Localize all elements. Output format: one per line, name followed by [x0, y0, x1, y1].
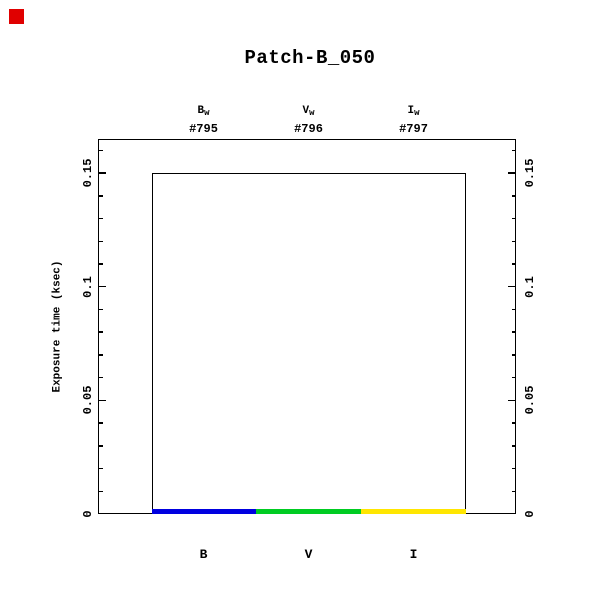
y-tick-label-left: 0.15: [81, 158, 95, 188]
y-tick-minor: [511, 217, 516, 220]
y-tick-minor: [511, 490, 516, 493]
y-tick-major: [98, 172, 106, 174]
y-tick-minor: [511, 422, 516, 424]
filter-subscript: w: [414, 108, 420, 118]
y-tick-minor: [98, 376, 103, 379]
exposure-bar-B: [151, 509, 256, 514]
filter-letter: B: [197, 105, 205, 117]
y-tick-label-left: 0.1: [81, 275, 95, 298]
red-corner-marker: [9, 9, 24, 24]
y-tick-label-left: 0: [81, 510, 95, 518]
y-tick-minor: [98, 149, 103, 152]
exposure-bar-I: [361, 509, 466, 514]
y-tick-major: [508, 172, 516, 174]
exposure-bar-V: [256, 509, 361, 514]
y-tick-major: [98, 285, 106, 288]
y-tick-minor: [98, 331, 103, 333]
filter-label-Vw: Vw: [259, 105, 359, 119]
y-tick-label-right: 0: [523, 510, 537, 518]
y-tick-minor: [98, 240, 103, 243]
y-tick-minor: [511, 263, 516, 265]
y-tick-minor: [511, 331, 516, 333]
y-tick-minor: [511, 195, 516, 197]
category-label-I: I: [409, 547, 418, 562]
y-tick-minor: [98, 263, 103, 265]
filter-letter: V: [302, 105, 310, 117]
planned-exposure-outline: [151, 173, 466, 514]
filter-subscript: w: [204, 108, 210, 118]
y-tick-minor: [98, 308, 103, 311]
y-tick-minor: [511, 445, 516, 447]
filter-label-Iw: Iw: [364, 105, 464, 119]
y-tick-minor: [98, 445, 103, 447]
category-label-V: V: [304, 547, 313, 562]
y-tick-minor: [98, 490, 103, 493]
y-tick-minor: [98, 354, 103, 356]
exposure-id-795: #795: [189, 122, 218, 136]
y-tick-minor: [98, 422, 103, 424]
filter-label-Bw: Bw: [154, 105, 254, 119]
y-tick-minor: [511, 467, 516, 470]
y-tick-minor: [511, 240, 516, 243]
y-tick-major: [508, 399, 516, 402]
y-tick-label-right: 0.15: [523, 158, 537, 188]
y-tick-minor: [98, 217, 103, 220]
filter-letter: I: [407, 105, 415, 117]
y-tick-major: [98, 399, 106, 402]
y-tick-label-left: 0.05: [81, 385, 95, 415]
y-tick-minor: [511, 354, 516, 356]
filter-subscript: w: [309, 108, 315, 118]
exposure-id-796: #796: [294, 122, 323, 136]
y-tick-minor: [98, 467, 103, 470]
y-tick-label-right: 0.1: [523, 275, 537, 298]
y-axis-title: Exposure time (ksec): [51, 260, 64, 393]
plot-title: Patch-B_050: [244, 47, 376, 69]
y-tick-minor: [511, 376, 516, 379]
y-tick-minor: [98, 195, 103, 197]
category-label-B: B: [199, 547, 208, 562]
y-tick-minor: [511, 149, 516, 152]
y-tick-minor: [511, 308, 516, 311]
y-tick-major: [508, 285, 516, 288]
y-tick-label-right: 0.05: [523, 385, 537, 415]
exposure-id-797: #797: [399, 122, 428, 136]
